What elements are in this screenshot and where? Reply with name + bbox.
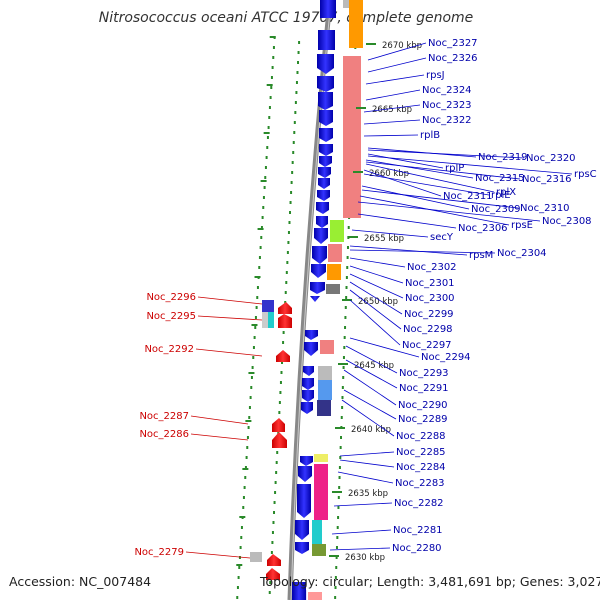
gene-label-forward[interactable]: Noc_2326 <box>428 53 478 64</box>
gene-label-forward[interactable]: rpsE <box>511 220 533 231</box>
gene-label-forward[interactable]: rpsJ <box>426 70 445 81</box>
gene-label-forward[interactable]: rpsC <box>574 169 597 180</box>
gene-label-forward[interactable]: Noc_2282 <box>394 498 444 509</box>
gene-label-reverse[interactable]: Noc_2296 <box>146 292 196 303</box>
map-title: Nitrosococcus oceani ATCC 19707, complet… <box>99 10 474 26</box>
gene-label-forward[interactable]: Noc_2281 <box>393 525 443 536</box>
gene-label-forward[interactable]: Noc_2319 <box>478 152 528 163</box>
kbp-tick-label: 2650 kbp <box>358 297 398 307</box>
forward-gene-labels: Noc_2327 Noc_2326 rpsJ Noc_2324 Noc_2323 Noc_… <box>392 38 597 554</box>
kbp-tick-label: 2640 kbp <box>351 425 391 435</box>
gene-label-forward[interactable]: secY <box>430 232 454 243</box>
gene-label-forward[interactable]: Noc_2306 <box>458 223 508 234</box>
gene-label-forward[interactable]: rplP <box>445 163 464 174</box>
gene-label-forward[interactable]: Noc_2311 <box>443 191 493 202</box>
gene-label-reverse[interactable]: Noc_2279 <box>134 547 184 558</box>
gene-label-forward[interactable]: rplE <box>491 190 511 201</box>
gene-label-forward[interactable]: Noc_2316 <box>522 174 572 185</box>
gene-label-forward[interactable]: Noc_2297 <box>402 340 452 351</box>
forward-label-leaders <box>329 42 573 551</box>
gene-label-forward[interactable]: Noc_2299 <box>404 309 454 320</box>
gene-label-forward[interactable]: Noc_2315 <box>475 173 525 184</box>
gene-label-forward[interactable]: Noc_2285 <box>396 447 446 458</box>
gene-label-forward[interactable]: Noc_2301 <box>405 278 455 289</box>
gene-label-forward[interactable]: Noc_2302 <box>407 262 457 273</box>
gene-label-forward[interactable]: Noc_2280 <box>392 543 442 554</box>
reverse-gene-labels: Noc_2296 Noc_2295 Noc_2292 Noc_2287 Noc_2286… <box>134 292 196 558</box>
gene-label-forward[interactable]: Noc_2298 <box>403 324 453 335</box>
topology-text: Topology: circular; Length: 3,481,691 bp… <box>260 574 600 589</box>
gene-label-forward[interactable]: Noc_2324 <box>422 85 472 96</box>
gene-label-reverse[interactable]: Noc_2295 <box>146 311 196 322</box>
gene-label-forward[interactable]: rplB <box>420 130 440 141</box>
gene-label-forward[interactable]: Noc_2304 <box>497 248 547 259</box>
kbp-tick-label: 2630 kbp <box>345 553 385 563</box>
gene-label-forward[interactable]: Noc_2291 <box>399 383 449 394</box>
forward-cds-track <box>292 0 336 600</box>
gene-label-forward[interactable]: Noc_2320 <box>526 153 576 164</box>
accession-text: Accession: NC_007484 <box>9 574 152 589</box>
gene-label-forward[interactable]: Noc_2309 <box>471 204 521 215</box>
reverse-label-leaders <box>185 296 263 559</box>
kbp-tick-label: 2665 kbp <box>372 105 412 115</box>
kbp-tick-label: 2635 kbp <box>348 489 388 499</box>
gene-label-forward[interactable]: Noc_2283 <box>395 478 445 489</box>
gene-label-forward[interactable]: rpsM <box>469 250 493 261</box>
gene-label-forward[interactable]: Noc_2288 <box>396 431 446 442</box>
gene-label-forward[interactable]: Noc_2284 <box>396 462 446 473</box>
gene-label-forward[interactable]: Noc_2308 <box>542 216 592 227</box>
gene-label-forward[interactable]: Noc_2322 <box>422 115 472 126</box>
gene-label-forward[interactable]: Noc_2310 <box>520 203 570 214</box>
gene-label-forward[interactable]: Noc_2323 <box>422 100 472 111</box>
track-guide-dots <box>236 36 357 599</box>
gene-label-forward[interactable]: Noc_2294 <box>421 352 471 363</box>
kbp-tick-label: 2660 kbp <box>369 169 409 179</box>
kbp-tick-label: 2645 kbp <box>354 361 394 371</box>
gene-label-forward[interactable]: Noc_2300 <box>405 293 455 304</box>
gene-label-forward[interactable]: Noc_2293 <box>399 368 449 379</box>
reverse-cds-track <box>250 300 292 580</box>
gene-label-reverse[interactable]: Noc_2292 <box>144 344 194 355</box>
gene-label-forward[interactable]: Noc_2327 <box>428 38 478 49</box>
gene-label-forward[interactable]: Noc_2290 <box>398 400 448 411</box>
kbp-tick-label: 2670 kbp <box>382 41 422 51</box>
gene-label-reverse[interactable]: Noc_2286 <box>139 429 189 440</box>
kbp-ticks: 2670 kbp 2665 kbp 2660 kbp 2655 kbp 2650 kbp… <box>329 41 422 563</box>
gene-label-forward[interactable]: Noc_2289 <box>398 414 448 425</box>
cog-color-track <box>293 0 363 600</box>
gene-label-reverse[interactable]: Noc_2287 <box>139 411 189 422</box>
gene-label-forward[interactable]: rplX <box>496 187 516 198</box>
kbp-tick-label: 2655 kbp <box>364 234 404 244</box>
